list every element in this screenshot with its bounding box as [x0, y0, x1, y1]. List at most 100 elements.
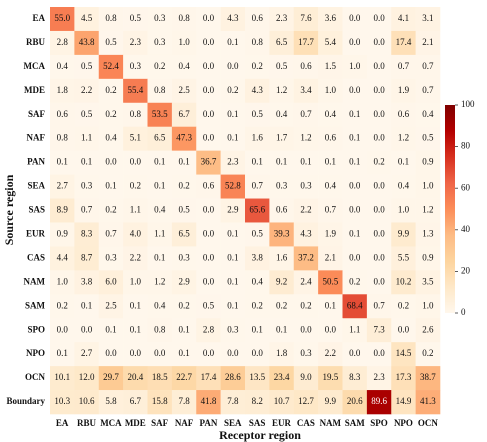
cell-label: 4.3 — [300, 229, 312, 239]
cell — [318, 126, 343, 151]
cell-label: 50.5 — [322, 276, 338, 286]
cell — [293, 342, 319, 367]
cell-label: 10.1 — [54, 372, 70, 382]
cell — [245, 198, 270, 223]
y-tick-label: NAM — [24, 276, 46, 286]
cell-label: 2.2 — [300, 205, 311, 215]
cell — [123, 342, 148, 367]
cell — [74, 366, 100, 391]
cell — [196, 222, 221, 247]
cell — [171, 174, 197, 199]
cell-label: 0.0 — [203, 252, 215, 262]
cell-label: 0.2 — [398, 300, 409, 310]
cell — [171, 366, 197, 391]
cell — [342, 222, 368, 247]
cell-label: 0.0 — [373, 181, 385, 191]
cell-label: 0.0 — [349, 181, 361, 191]
cell — [196, 102, 221, 128]
cell — [415, 270, 441, 295]
cell — [366, 126, 392, 151]
cell-label: 2.4 — [300, 276, 312, 286]
cell-label: 1.0 — [398, 205, 410, 215]
cell-label: 0.6 — [203, 181, 215, 191]
cell — [318, 342, 343, 367]
cell — [391, 366, 416, 391]
cell — [293, 198, 319, 223]
cell — [98, 78, 124, 104]
cell — [196, 366, 221, 391]
cell-label: 0.0 — [105, 157, 117, 167]
cell — [98, 342, 124, 367]
cell — [123, 54, 148, 80]
cell — [293, 222, 319, 247]
cell — [366, 174, 392, 199]
cell — [391, 54, 416, 80]
cell-label: 2.2 — [81, 85, 92, 95]
cell-label: 2.7 — [81, 348, 93, 358]
cell — [171, 126, 197, 151]
cell-label: 55.0 — [54, 13, 70, 23]
cell-label: 19.5 — [322, 372, 338, 382]
cell — [123, 102, 148, 128]
cell-label: 0.1 — [178, 348, 189, 358]
cell-label: 0.0 — [398, 324, 410, 334]
cell — [318, 390, 343, 415]
cell — [391, 246, 416, 271]
cell — [196, 294, 221, 319]
cell-label: 15.8 — [152, 396, 168, 406]
cell-label: 8.2 — [252, 396, 263, 406]
cell — [74, 78, 100, 104]
cell-label: 0.5 — [203, 300, 215, 310]
cell — [74, 30, 100, 56]
cell — [269, 270, 295, 295]
cell — [98, 54, 124, 80]
cell-label: 0.3 — [300, 181, 312, 191]
cell-label: 0.2 — [178, 300, 189, 310]
cell — [366, 198, 392, 223]
cell-label: 0.3 — [154, 37, 166, 47]
cell-label: 0.1 — [349, 133, 360, 143]
cell-label: 0.3 — [300, 348, 312, 358]
cell — [123, 366, 148, 391]
cell-label: 10.3 — [54, 396, 70, 406]
cell — [74, 7, 100, 32]
cell-label: 0.0 — [373, 85, 385, 95]
cell-label: 0.6 — [398, 109, 410, 119]
cell — [50, 30, 75, 56]
cell-label: 3.1 — [422, 13, 433, 23]
cell-label: 17.3 — [396, 372, 412, 382]
cell-label: 10.6 — [79, 396, 95, 406]
cell — [391, 7, 416, 32]
cell — [98, 7, 124, 32]
cell-label: 52.8 — [225, 181, 241, 191]
cell — [415, 342, 441, 367]
cell-label: 4.4 — [57, 252, 69, 262]
cell-label: 0.6 — [325, 133, 337, 143]
cell — [147, 174, 173, 199]
cell — [293, 246, 319, 271]
cell-label: 0.0 — [373, 13, 385, 23]
cell-label: 0.0 — [325, 324, 337, 334]
cell-label: 0.4 — [325, 109, 337, 119]
cell-label: 4.1 — [398, 13, 409, 23]
cell — [269, 246, 295, 271]
cell — [147, 390, 173, 415]
cell — [245, 7, 270, 32]
cell-label: 7.8 — [227, 396, 239, 406]
y-tick-label: EA — [32, 13, 45, 23]
cell-label: 1.0 — [57, 276, 69, 286]
cell — [366, 270, 392, 295]
cell-label: 0.1 — [398, 157, 409, 167]
cell — [98, 294, 124, 319]
cell — [342, 54, 368, 80]
cell — [269, 222, 295, 247]
cell-label: 0.0 — [227, 61, 239, 71]
cell — [171, 342, 197, 367]
cell — [269, 174, 295, 199]
cell — [366, 222, 392, 247]
cell — [171, 150, 197, 175]
cell-label: 14.9 — [396, 396, 412, 406]
cell-label: 1.0 — [325, 85, 337, 95]
cell — [391, 294, 416, 319]
cell-label: 4.3 — [252, 85, 264, 95]
